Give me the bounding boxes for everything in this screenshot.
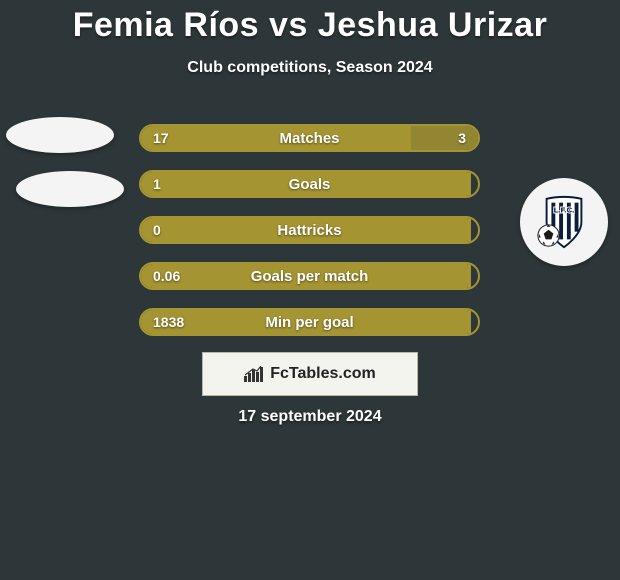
comparison-card: Femia Ríos vs Jeshua Urizar Club competi… (0, 0, 620, 580)
club-shield-icon: L.F.C. L.F.C. (535, 193, 593, 251)
stat-label: Hattricks (141, 218, 478, 242)
player1-club-avatar (16, 171, 124, 207)
page-title: Femia Ríos vs Jeshua Urizar (0, 0, 620, 45)
page-subtitle: Club competitions, Season 2024 (0, 59, 620, 77)
stat-bar-gpm: 0.06 Goals per match (139, 262, 480, 290)
stat-bar-goals: 1 Goals (139, 170, 480, 198)
stats-bars: 17 Matches 3 1 Goals 0 Hattricks 0.06 Go… (139, 124, 480, 354)
generated-date: 17 september 2024 (0, 408, 620, 426)
svg-text:L.F.C.: L.F.C. (554, 205, 575, 214)
stat-label: Goals per match (141, 264, 478, 288)
player2-club-badge: L.F.C. L.F.C. (520, 178, 608, 266)
stat-bar-hattricks: 0 Hattricks (139, 216, 480, 244)
stat-val-right: 3 (458, 126, 466, 150)
stat-label: Min per goal (141, 310, 478, 334)
brand-text: FcTables.com (270, 365, 376, 383)
brand-badge[interactable]: FcTables.com (202, 352, 418, 396)
stat-bar-mpg: 1838 Min per goal (139, 308, 480, 336)
stat-label: Goals (141, 172, 478, 196)
player1-avatar (6, 117, 114, 153)
bar-chart-icon (244, 366, 264, 382)
stat-bar-matches: 17 Matches 3 (139, 124, 480, 152)
stat-label: Matches (141, 126, 478, 150)
